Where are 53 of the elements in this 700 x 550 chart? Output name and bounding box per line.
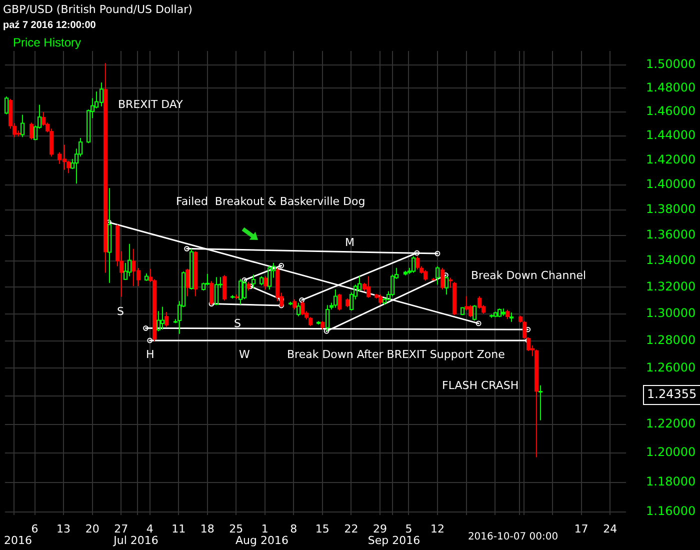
x-tick-label: 29 — [372, 522, 387, 536]
x-tick-label: 27 — [114, 522, 128, 536]
x-tick-label: 12 — [430, 522, 444, 536]
x-tick-label: 15 — [315, 522, 330, 536]
x-tick-label: 5 — [405, 522, 412, 536]
x-tick-label: 18 — [200, 522, 214, 536]
text: Price History — [13, 35, 82, 50]
y-tick-label: 1.18000 — [646, 474, 696, 488]
text: Aug 2016 — [236, 534, 288, 547]
y-tick-label: 1.30000 — [646, 306, 696, 320]
y-tick-label: 1.44000 — [646, 128, 696, 142]
annotation: BREXIT DAY — [118, 98, 184, 111]
annotation: S — [234, 316, 241, 330]
chart-subtitle: paź 7 2016 12:00:00 — [3, 20, 96, 31]
text: Sep 2016 — [368, 534, 420, 547]
y-tick-label: 1.22000 — [646, 416, 696, 430]
text: 2016 — [4, 534, 32, 547]
x-tick-label: 25 — [229, 522, 244, 536]
x-tick-label: 20 — [85, 522, 100, 536]
y-tick-label: 1.28000 — [646, 332, 696, 347]
x-tick-label: 24 — [603, 522, 618, 536]
annotation: S — [117, 304, 124, 318]
chart-title: GBP/USD (British Pound/US Dollar) — [3, 2, 192, 16]
x-tick-label: 13 — [56, 522, 71, 536]
annotation: M — [345, 236, 354, 249]
annotation: Break Down Channel — [471, 268, 586, 282]
y-tick-label: 1.34000 — [646, 253, 696, 268]
x-tick-label: 22 — [344, 522, 358, 536]
y-tick-label: 1.48000 — [646, 80, 696, 94]
y-tick-label: 1.40000 — [646, 177, 696, 191]
annotation: Failed Breakout & Baskerville Dog — [176, 194, 366, 208]
x-tick-label: 6 — [31, 522, 38, 536]
y-tick-label: 1.16000 — [646, 504, 696, 518]
x-tick-label: 1 — [261, 522, 268, 536]
y-tick-label: 1.50000 — [646, 56, 696, 71]
text: 1.24355 — [647, 387, 697, 402]
text: Jul 2016 — [112, 534, 158, 547]
annotation: FLASH CRASH — [442, 378, 519, 392]
y-tick-label: 1.42000 — [646, 152, 696, 166]
x-tick-label: 11 — [172, 522, 186, 536]
annotation: W — [239, 348, 250, 361]
y-tick-label: 1.32000 — [646, 279, 696, 294]
y-tick-label: 1.20000 — [646, 445, 696, 460]
y-tick-label: 1.46000 — [646, 104, 696, 118]
x-tick-label: 8 — [290, 522, 298, 536]
annotation: Break Down After BREXIT Support Zone — [287, 348, 506, 361]
x-tick-label: 4 — [146, 522, 154, 536]
text: 2016-10-07 00:00 — [468, 532, 558, 543]
y-tick-label: 1.26000 — [646, 360, 696, 374]
annotation: H — [146, 348, 154, 361]
x-tick-label: 17 — [574, 522, 588, 536]
y-tick-label: 1.38000 — [646, 202, 696, 216]
y-tick-label: 1.36000 — [646, 227, 696, 242]
